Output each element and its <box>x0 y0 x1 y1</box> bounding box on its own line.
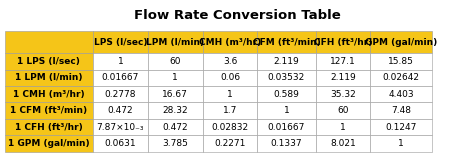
Bar <box>370 31 432 53</box>
Bar <box>148 102 202 119</box>
Text: 1: 1 <box>227 90 233 99</box>
Text: 7.48: 7.48 <box>391 106 411 115</box>
Text: 0.01667: 0.01667 <box>102 73 139 82</box>
Text: 127.1: 127.1 <box>330 57 356 66</box>
Text: 60: 60 <box>337 106 349 115</box>
Text: 1: 1 <box>118 57 123 66</box>
Bar <box>93 102 148 119</box>
Text: 1 CFH (ft³/hr): 1 CFH (ft³/hr) <box>15 123 83 132</box>
Text: 0.472: 0.472 <box>163 123 188 132</box>
Text: 1: 1 <box>283 106 289 115</box>
Bar <box>202 119 257 135</box>
Text: 0.2778: 0.2778 <box>105 90 136 99</box>
Bar <box>370 86 432 102</box>
Text: 16.67: 16.67 <box>162 90 188 99</box>
Text: GPM (gal/min): GPM (gal/min) <box>365 38 438 47</box>
Text: 28.32: 28.32 <box>163 106 188 115</box>
Bar <box>370 102 432 119</box>
Text: 3.6: 3.6 <box>223 57 237 66</box>
Bar <box>202 86 257 102</box>
Bar <box>93 53 148 70</box>
Text: CFM (ft³/min): CFM (ft³/min) <box>253 38 320 47</box>
Text: 0.01667: 0.01667 <box>268 123 305 132</box>
Bar <box>202 70 257 86</box>
Text: 1: 1 <box>398 139 404 148</box>
Bar <box>93 135 148 152</box>
Text: 35.32: 35.32 <box>330 90 356 99</box>
Bar <box>5 53 93 70</box>
Bar <box>5 70 93 86</box>
Bar <box>93 86 148 102</box>
Bar <box>316 86 370 102</box>
Bar <box>5 135 93 152</box>
Text: 0.589: 0.589 <box>273 90 300 99</box>
Bar <box>5 119 93 135</box>
Bar <box>202 135 257 152</box>
Text: 0.1247: 0.1247 <box>385 123 417 132</box>
Text: 0.1337: 0.1337 <box>271 139 302 148</box>
Text: 0.03532: 0.03532 <box>268 73 305 82</box>
Bar <box>316 119 370 135</box>
Text: 3.785: 3.785 <box>162 139 188 148</box>
Bar <box>5 86 93 102</box>
Bar <box>202 53 257 70</box>
Text: 1.7: 1.7 <box>223 106 237 115</box>
Bar <box>257 135 316 152</box>
Bar <box>148 86 202 102</box>
Text: 7.87×10₋₃: 7.87×10₋₃ <box>97 123 144 132</box>
Bar <box>148 135 202 152</box>
Text: 0.2271: 0.2271 <box>214 139 246 148</box>
Bar <box>257 102 316 119</box>
Text: 2.119: 2.119 <box>330 73 356 82</box>
Text: 0.0631: 0.0631 <box>105 139 136 148</box>
Bar <box>148 70 202 86</box>
Bar <box>93 31 148 53</box>
Text: 1 GPM (gal/min): 1 GPM (gal/min) <box>8 139 90 148</box>
Bar <box>148 53 202 70</box>
Bar <box>316 70 370 86</box>
Bar <box>257 86 316 102</box>
Bar <box>257 70 316 86</box>
Text: 1 CMH (m³/hr): 1 CMH (m³/hr) <box>13 90 85 99</box>
Bar <box>148 31 202 53</box>
Bar <box>257 53 316 70</box>
Bar <box>148 119 202 135</box>
Bar <box>370 119 432 135</box>
Text: CMH (m³/hr): CMH (m³/hr) <box>199 38 261 47</box>
Text: 15.85: 15.85 <box>388 57 414 66</box>
Bar <box>93 70 148 86</box>
Bar <box>316 102 370 119</box>
Text: Flow Rate Conversion Table: Flow Rate Conversion Table <box>134 9 340 22</box>
Bar <box>257 119 316 135</box>
Text: 0.02642: 0.02642 <box>383 73 419 82</box>
Text: 1 LPM (l/min): 1 LPM (l/min) <box>15 73 82 82</box>
Text: 0.02832: 0.02832 <box>211 123 248 132</box>
Bar <box>370 70 432 86</box>
Text: LPS (l/sec): LPS (l/sec) <box>94 38 147 47</box>
Text: LPM (l/min): LPM (l/min) <box>146 38 204 47</box>
Bar <box>370 53 432 70</box>
Text: 1: 1 <box>340 123 346 132</box>
Bar <box>202 102 257 119</box>
Bar <box>316 135 370 152</box>
Text: 60: 60 <box>170 57 181 66</box>
Bar <box>202 31 257 53</box>
Bar <box>316 31 370 53</box>
Text: 4.403: 4.403 <box>388 90 414 99</box>
Bar <box>316 53 370 70</box>
Bar <box>93 119 148 135</box>
Text: 8.021: 8.021 <box>330 139 356 148</box>
Bar <box>5 102 93 119</box>
Text: 1: 1 <box>173 73 178 82</box>
Text: 0.06: 0.06 <box>220 73 240 82</box>
Text: 0.472: 0.472 <box>108 106 133 115</box>
Text: 1 CFM (ft³/min): 1 CFM (ft³/min) <box>10 106 87 115</box>
Text: CFH (ft³/hr): CFH (ft³/hr) <box>314 38 372 47</box>
Text: 2.119: 2.119 <box>273 57 300 66</box>
Text: 1 LPS (l/sec): 1 LPS (l/sec) <box>18 57 80 66</box>
Bar <box>257 31 316 53</box>
Bar <box>5 31 93 53</box>
Bar <box>370 135 432 152</box>
